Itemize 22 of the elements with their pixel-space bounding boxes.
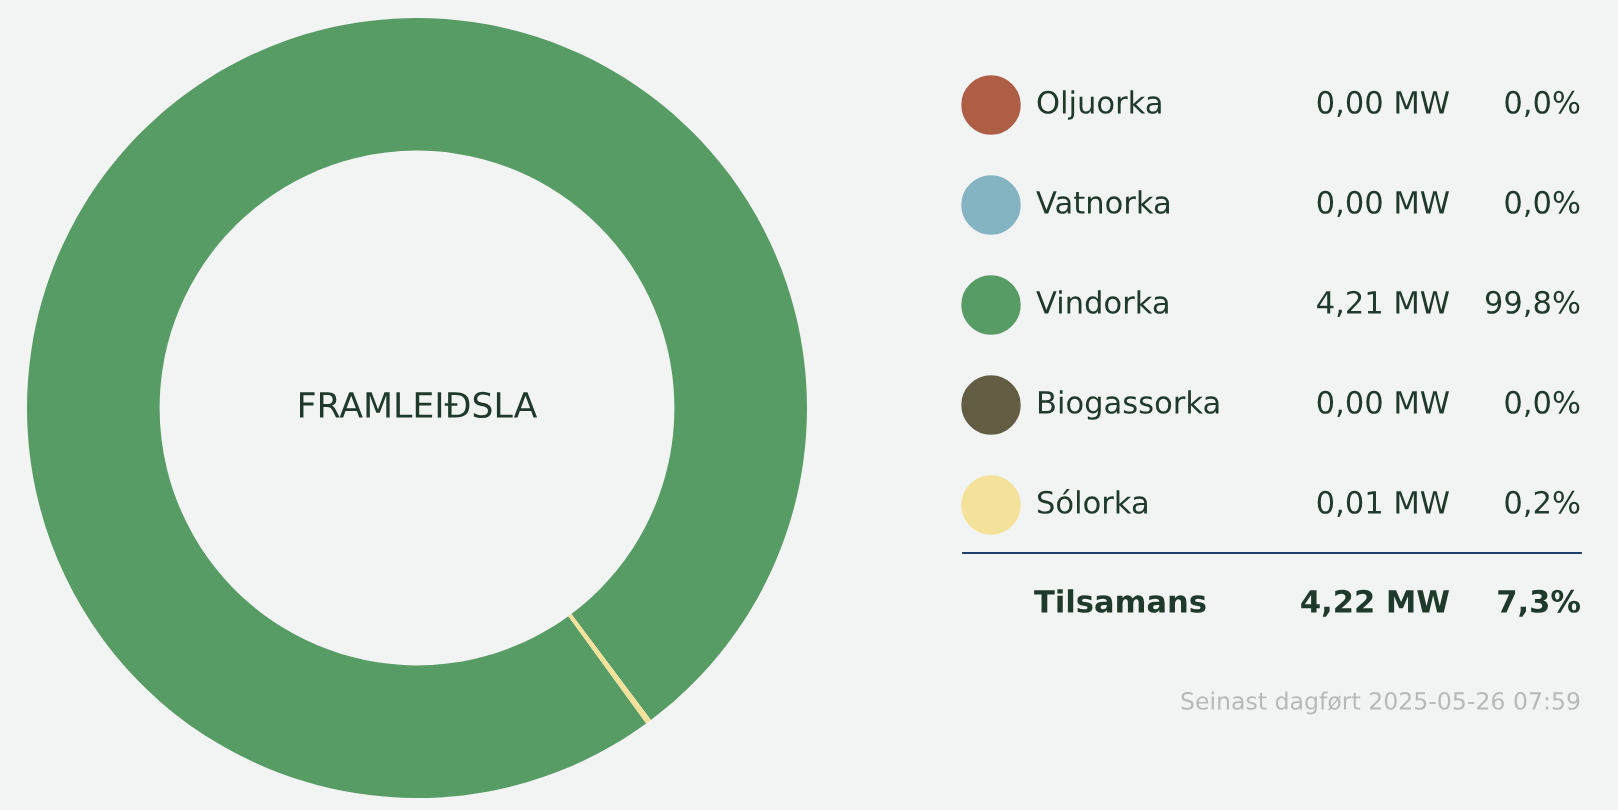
text: 0,0% (1505, 390, 1580, 417)
legend-label: Sólorka (1038, 488, 1147, 514)
text: FRAMLEIÐSLA (300, 391, 538, 419)
donut-slice (568, 613, 651, 724)
text: 0,0% (1505, 190, 1580, 217)
text: 0,0% (1505, 90, 1580, 117)
text: 7,3% (1498, 589, 1581, 617)
legend-label: Vatnorka (1036, 190, 1169, 214)
legend-label: Oljuorka (1037, 90, 1161, 120)
text: 0,00 MW (1317, 190, 1449, 217)
text: 0,2% (1505, 490, 1580, 517)
data-label: 4,21 MW (1317, 290, 1449, 317)
text: 4,22 MW (1301, 589, 1450, 617)
legend-label: Vindorka (1036, 290, 1168, 314)
text: 99,8% (1485, 290, 1580, 317)
data-label: 0,01 MW (1317, 490, 1449, 517)
text: Tilsamans (1034, 589, 1206, 613)
text: 0,00 MW (1317, 390, 1449, 417)
legend-label: Biogassorka (1039, 390, 1219, 420)
text: 0,00 MW (1317, 90, 1449, 117)
donut-slice (27, 18, 807, 798)
text: Seinast dagført 2025-05-26 07:59 (1181, 691, 1580, 715)
